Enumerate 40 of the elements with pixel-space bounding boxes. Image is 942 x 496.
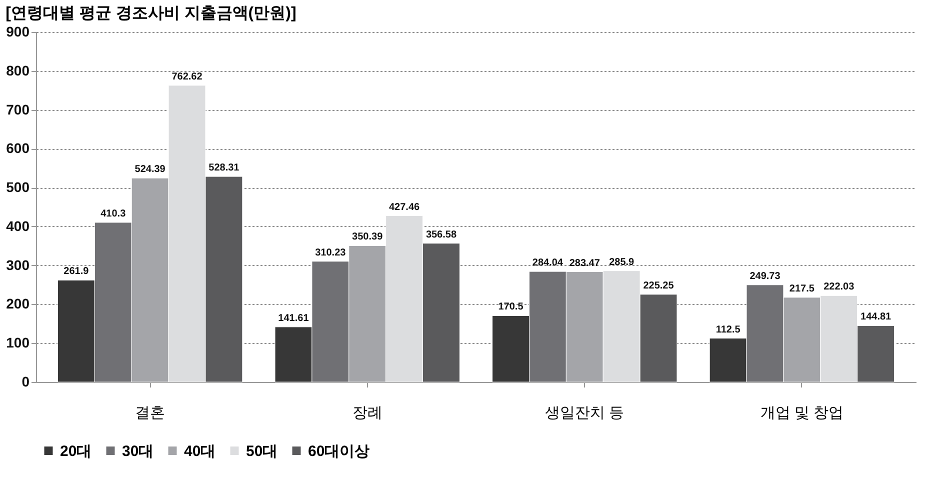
legend-label: 20대	[60, 442, 92, 460]
y-tick-label: 500	[6, 179, 30, 196]
data-label: 249.73	[750, 270, 781, 282]
x-tick-label: 생일잔치 등	[545, 404, 624, 422]
y-tick-label: 900	[6, 24, 30, 40]
legend-label: 50대	[246, 442, 278, 460]
legend-label: 30대	[122, 442, 154, 460]
data-label: 112.5	[716, 324, 741, 336]
y-tick-label: 600	[6, 140, 30, 156]
data-label: 284.04	[532, 258, 564, 269]
data-label: 350.39	[352, 232, 384, 243]
data-label: 222.03	[824, 282, 855, 293]
data-label: 528.31	[208, 162, 240, 174]
y-tick-label: 0	[22, 374, 30, 390]
y-tick-label: 400	[6, 218, 30, 234]
data-label: 356.58	[426, 229, 457, 240]
x-tick-label: 결혼	[135, 404, 166, 422]
x-tick-label: 장례	[352, 404, 382, 422]
chart-title: [연령대별 평균 경조사비 지출금액(만원)]	[6, 5, 296, 22]
y-tick-label: 800	[6, 62, 30, 78]
x-tick-label: 개업 및 창업	[760, 404, 844, 422]
data-label: 141.61	[278, 312, 310, 324]
legend-label: 60대이상	[308, 442, 370, 460]
y-tick-label: 300	[6, 256, 30, 273]
data-label: 524.39	[134, 164, 166, 176]
data-label: 410.3	[100, 208, 126, 220]
data-label: 285.9	[609, 256, 635, 268]
y-tick-label: 700	[6, 101, 30, 118]
data-label: 225.25	[643, 280, 674, 292]
data-label: 170.5	[498, 302, 524, 313]
legend-label: 40대	[184, 442, 216, 460]
data-label: 283.47	[569, 258, 600, 269]
y-tick-label: 100	[6, 334, 30, 351]
y-tick-label: 200	[6, 296, 30, 312]
data-label: 217.5	[789, 283, 815, 294]
data-label: 144.81	[860, 312, 892, 323]
data-label: 762.62	[172, 71, 203, 82]
data-label: 261.9	[64, 266, 90, 278]
data-label: 310.23	[315, 247, 346, 258]
data-label: 427.46	[389, 202, 420, 213]
